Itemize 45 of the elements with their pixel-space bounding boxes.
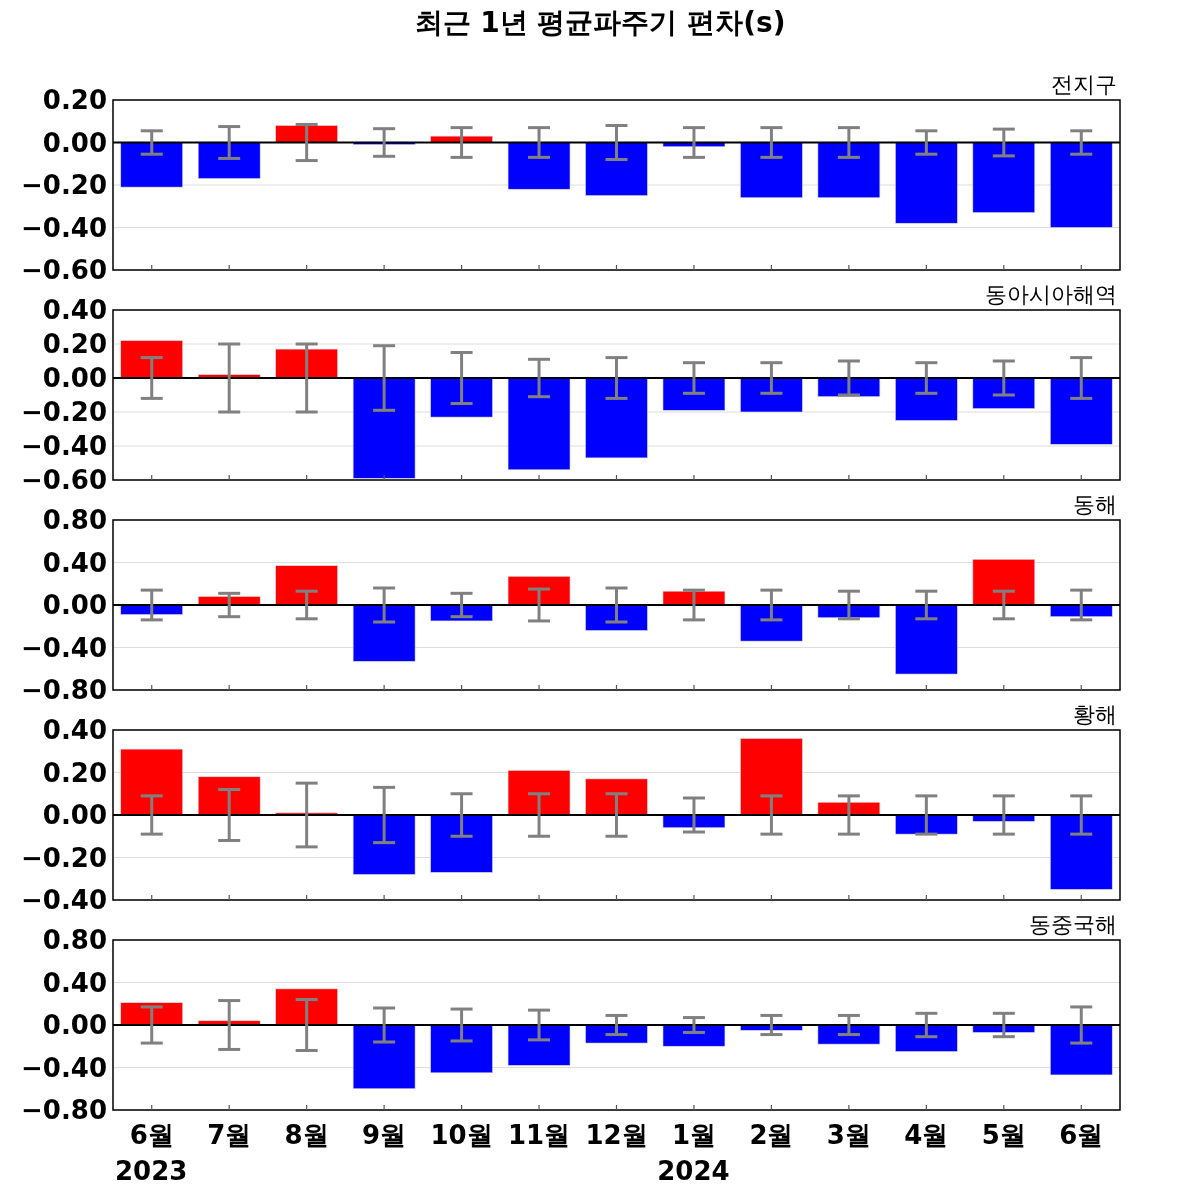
x-tick-label: 4월: [904, 1120, 949, 1150]
y-tick-label: 0.00: [42, 363, 107, 393]
x-tick-label: 7월: [207, 1120, 252, 1150]
y-tick-label: −0.40: [21, 885, 107, 915]
x-tick-label: 9월: [362, 1120, 407, 1150]
x-tick-label: 8월: [284, 1120, 329, 1150]
y-tick-label: 0.80: [42, 505, 107, 535]
y-tick-label: 0.40: [42, 715, 107, 745]
chart-title: 최근 1년 평균파주기 편차(s): [414, 6, 786, 39]
chart-subtitle: 황해: [1073, 702, 1117, 727]
y-tick-label: −0.40: [21, 1052, 107, 1083]
x-tick-label: 6월 2023: [115, 1120, 188, 1186]
x-tick-label: 6월: [1059, 1120, 1104, 1150]
y-tick-label: −0.20: [21, 842, 107, 873]
x-tick-label: 5월: [981, 1120, 1026, 1150]
y-tick-label: −0.60: [21, 255, 107, 285]
x-tick-label: 12월: [585, 1120, 648, 1150]
y-tick-label: −0.40: [21, 632, 107, 663]
chart-subtitle: 전지구: [1051, 72, 1117, 97]
y-tick-label: 0.40: [42, 967, 107, 998]
y-tick-label: 0.40: [42, 547, 107, 578]
y-tick-label: 0.80: [42, 925, 107, 955]
y-tick-label: 0.20: [42, 757, 107, 788]
y-tick-label: 0.20: [42, 85, 107, 115]
y-tick-label: 0.00: [42, 127, 107, 158]
x-tick-label: 10월: [430, 1120, 493, 1150]
x-tick-label: 1월 2024: [657, 1120, 730, 1186]
y-tick-label: 0.00: [42, 590, 107, 620]
chart-subtitle: 동아시아해역: [985, 282, 1117, 307]
y-tick-label: −0.40: [21, 212, 107, 243]
y-tick-label: −0.80: [21, 675, 107, 705]
chart-subtitle: 동중국해: [1029, 912, 1117, 937]
y-tick-label: 0.40: [42, 295, 107, 325]
y-tick-label: −0.80: [21, 1095, 107, 1125]
chart-subtitle: 동해: [1073, 492, 1117, 517]
y-tick-label: 0.00: [42, 800, 107, 830]
y-tick-label: −0.20: [21, 397, 107, 427]
x-tick-label: 3월: [826, 1120, 871, 1150]
x-tick-label: 11월: [507, 1120, 571, 1150]
y-tick-label: −0.60: [21, 465, 107, 495]
y-tick-label: 0.00: [42, 1010, 107, 1040]
y-tick-label: 0.20: [42, 329, 107, 359]
x-tick-label: 2월: [749, 1120, 794, 1150]
y-tick-label: −0.40: [21, 431, 107, 461]
y-tick-label: −0.20: [21, 170, 107, 200]
